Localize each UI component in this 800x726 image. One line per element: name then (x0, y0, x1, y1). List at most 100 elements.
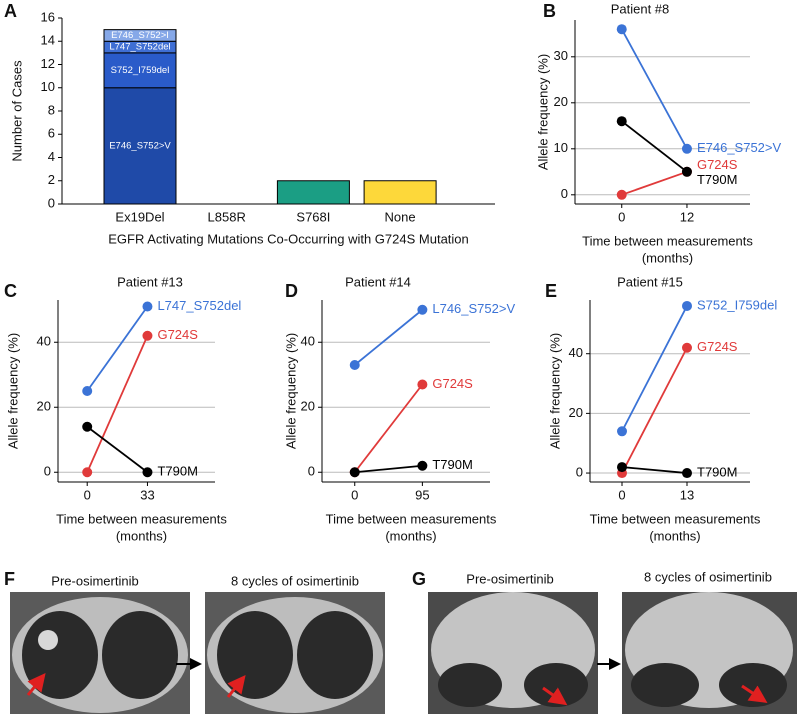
y-tick-label: 6 (48, 126, 55, 141)
series-label: T790M (697, 172, 737, 187)
panel-letter: F (4, 569, 15, 589)
ct-scan (428, 592, 598, 714)
point (616, 116, 627, 127)
y-tick-label: 40 (37, 334, 51, 349)
y-tick-label: 16 (41, 9, 55, 24)
x-axis-label: Time between measurements (582, 233, 753, 248)
y-axis-label: Allele frequency (%) (547, 333, 562, 449)
point (142, 467, 153, 478)
series-line (86, 335, 149, 473)
y-tick-label: 4 (48, 149, 55, 164)
x-axis-label: Time between measurements (56, 511, 227, 526)
x-axis-label: Time between measurements (326, 511, 497, 526)
y-tick-label: 20 (37, 399, 51, 414)
image-caption: Pre-osimertinib (51, 573, 138, 588)
segment-label: E746_S752>I (111, 30, 169, 41)
ct-images (10, 592, 797, 714)
ct-scan (622, 592, 797, 714)
y-tick-label: 0 (576, 464, 583, 479)
series-label: T790M (697, 464, 737, 479)
x-tick-label: 33 (140, 487, 154, 502)
point (682, 300, 692, 311)
point (681, 166, 692, 177)
x-tick-label: Ex19Del (115, 209, 164, 224)
x-tick-label: 95 (415, 487, 429, 502)
point (617, 426, 627, 437)
point (417, 304, 428, 315)
bar (363, 180, 437, 205)
chart-title: Patient #8 (611, 1, 670, 16)
y-tick-label: 12 (41, 56, 55, 71)
series-line (86, 305, 149, 392)
series-label: G724S (432, 376, 473, 391)
y-tick-label: 0 (48, 195, 55, 210)
point (617, 462, 627, 473)
ct-scan (205, 592, 385, 714)
x-tick-label: None (385, 209, 416, 224)
x-axis-label: (months) (116, 528, 167, 543)
series-label: T790M (157, 464, 197, 479)
y-tick-label: 20 (554, 94, 568, 109)
point (82, 386, 93, 396)
point (349, 360, 360, 370)
y-tick-label: 8 (48, 102, 55, 117)
chart-title: Patient #14 (345, 274, 411, 289)
ct-scan (10, 592, 190, 714)
bar (276, 180, 350, 205)
panel-letter: A (4, 1, 17, 21)
chart-title: Patient #13 (117, 274, 183, 289)
y-tick-label: 10 (41, 79, 55, 94)
x-tick-label: L858R (208, 209, 246, 224)
series-line (621, 305, 688, 432)
x-tick-label: 0 (351, 487, 358, 502)
series-line (621, 466, 688, 474)
point (681, 143, 692, 154)
x-tick-label: 0 (618, 209, 625, 224)
point (417, 379, 428, 390)
point (682, 468, 692, 479)
series-label: G724S (157, 327, 198, 342)
x-axis-label: (months) (385, 528, 436, 543)
panel-letter: G (412, 569, 426, 589)
point (616, 189, 627, 200)
x-tick-label: 0 (84, 487, 91, 502)
point (417, 460, 428, 471)
series-label: G724S (697, 339, 738, 354)
x-tick-label: S768I (296, 209, 330, 224)
segment-label: E746_S752>V (109, 140, 171, 151)
y-tick-label: 2 (48, 172, 55, 187)
y-tick-label: 40 (301, 334, 315, 349)
series-label: E746_S752>V (697, 140, 782, 155)
y-axis-label: Allele frequency (%) (535, 54, 550, 170)
series-line (354, 383, 424, 473)
y-tick-label: 20 (301, 399, 315, 414)
segment-label: S752_I759del (111, 65, 170, 76)
series-line (354, 309, 423, 366)
y-axis-label: Allele frequency (%) (5, 333, 20, 449)
y-axis-label: Number of Cases (9, 60, 24, 162)
y-axis-label: Allele frequency (%) (283, 333, 298, 449)
series-line (354, 464, 423, 474)
series-line (621, 120, 688, 173)
y-tick-label: 14 (41, 33, 55, 48)
y-tick-label: 20 (569, 405, 583, 420)
y-tick-label: 10 (554, 140, 568, 155)
panel-letter: D (285, 281, 298, 301)
series-label: T790M (432, 457, 472, 472)
panel-letter: C (4, 281, 17, 301)
panel-letter: E (545, 281, 557, 301)
bar-segment (103, 29, 177, 42)
series-line (621, 347, 688, 474)
x-axis-label: (months) (642, 250, 693, 265)
image-caption: 8 cycles of osimertinib (231, 573, 359, 588)
x-axis-label: Time between measurements (590, 511, 761, 526)
panel-letter: B (543, 1, 556, 21)
point (616, 24, 627, 35)
series-line (620, 28, 688, 150)
series-label: G724S (697, 157, 738, 172)
point (82, 467, 93, 478)
point (142, 330, 153, 341)
chart-title: Patient #15 (617, 274, 683, 289)
y-tick-label: 0 (44, 464, 51, 479)
